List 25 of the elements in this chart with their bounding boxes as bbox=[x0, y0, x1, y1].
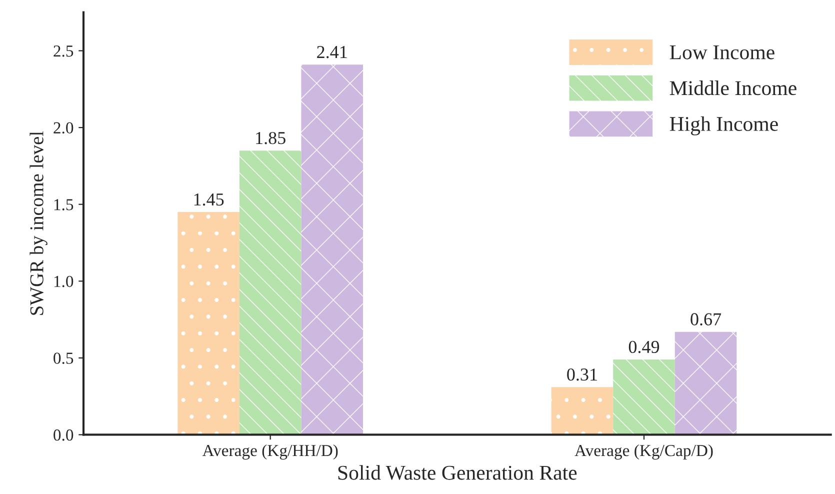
data-label: 0.67 bbox=[690, 313, 722, 326]
y-axis-title: SWGR by income level bbox=[30, 131, 48, 315]
bar bbox=[674, 332, 737, 435]
bar bbox=[178, 212, 240, 435]
y-tick-label: 1.0 bbox=[54, 276, 74, 288]
data-label: 0.49 bbox=[628, 340, 660, 354]
bar bbox=[301, 64, 363, 435]
y-tick-label: 2.5 bbox=[54, 45, 74, 57]
bar bbox=[613, 359, 675, 435]
x-tick-label: Average (Kg/Cap/D) bbox=[574, 444, 713, 460]
x-axis-title: Solid Waste Generation Rate bbox=[338, 465, 577, 480]
data-label: 1.85 bbox=[256, 132, 286, 144]
bar bbox=[239, 150, 302, 435]
y-tick-label: 1.5 bbox=[54, 199, 74, 210]
y-tick-label: 0.5 bbox=[54, 352, 74, 364]
legend-label: Middle Income bbox=[670, 80, 796, 96]
x-tick-label: Average (Kg/HH/D) bbox=[202, 444, 338, 460]
data-label: 1.45 bbox=[194, 193, 224, 206]
y-tick-label: 2.0 bbox=[54, 122, 74, 134]
legend-label: Low Income bbox=[670, 45, 774, 60]
data-label: 2.41 bbox=[317, 46, 347, 58]
bar bbox=[551, 387, 614, 435]
y-tick-label: 0.0 bbox=[54, 429, 74, 441]
data-label: 0.31 bbox=[567, 368, 597, 381]
legend-label: High Income bbox=[670, 116, 778, 136]
